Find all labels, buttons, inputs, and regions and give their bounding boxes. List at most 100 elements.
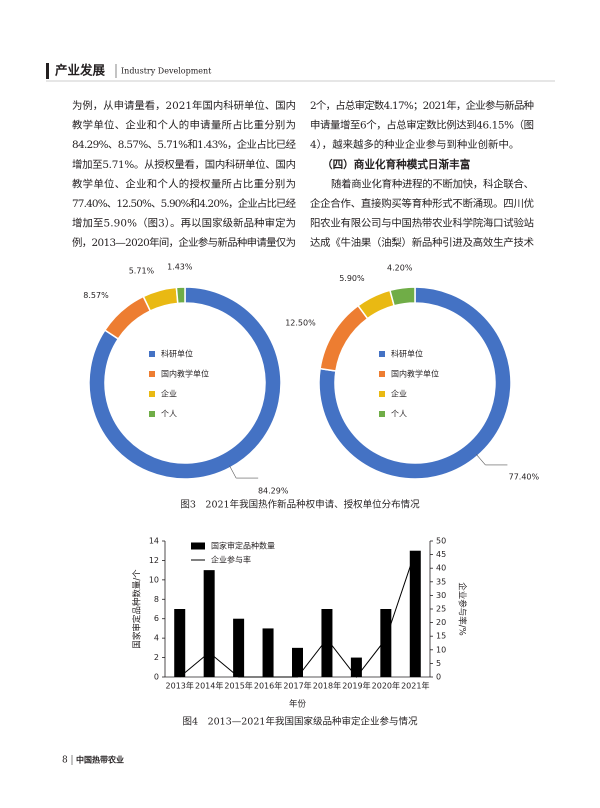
legend-swatch (149, 411, 155, 417)
y-tick-label: 12 (149, 556, 159, 565)
y-tick-label: 14 (149, 537, 159, 546)
x-tick-label: 2016年 (254, 681, 282, 691)
y2-tick-label: 35 (436, 577, 446, 586)
legend-swatch (149, 351, 155, 357)
y2-tick-label: 50 (436, 537, 446, 546)
body-line: 77.40%、12.50%、5.90%和4.20%，企业占比已经 (72, 197, 297, 210)
bar (292, 647, 303, 677)
legend-label: 国内教学单位 (391, 369, 439, 379)
body-line: 达成《牛油果（油梨）新品种引进及高效生产技术 (310, 236, 534, 249)
data-label: 5.90% (339, 274, 365, 283)
donut-segment (88, 286, 282, 480)
body-line: 教学单位、企业和个人的授权量所占比重分别为 (72, 177, 296, 190)
legend-swatch (379, 411, 385, 417)
x-tick-label: 2021年 (401, 681, 429, 691)
x-tick-label: 2015年 (224, 681, 252, 691)
legend-label: 企业 (391, 389, 407, 399)
figure-caption: 图3 2021年我国热作新品种权申请、授权单位分布情况 (180, 499, 420, 511)
section-heading: （四）商业化育种模式日渐丰富 (322, 158, 470, 171)
journal-name: 中国热带农业 (76, 755, 124, 765)
y-tick-label: 4 (154, 634, 159, 643)
legend-label: 企业参与率 (211, 555, 251, 565)
body-line: 申请量增至6个，占总审定数比例达到46.15%（图 (310, 119, 534, 132)
y2-tick-label: 0 (436, 673, 441, 682)
header-bar (46, 63, 49, 79)
y2-tick-label: 40 (436, 564, 446, 573)
bar (174, 609, 186, 677)
x-axis-label: 年份 (289, 699, 307, 710)
section-title-en: Industry Development (121, 67, 212, 76)
y2-tick-label: 15 (436, 632, 446, 641)
data-label: 5.71% (129, 267, 155, 276)
legend-label: 企业 (161, 389, 177, 399)
y2-tick-label: 30 (436, 591, 446, 600)
legend-swatch (149, 391, 155, 397)
x-tick-label: 2014年 (195, 681, 223, 691)
x-tick-label: 2017年 (283, 681, 311, 691)
donut-segment (319, 304, 369, 372)
bar (321, 609, 333, 677)
body-line: 增加至5.90%（图3）。再以国家级新品种审定为 (72, 217, 296, 230)
body-line: 84.29%、8.57%、5.71%和1.43%，企业占比已经 (72, 138, 297, 151)
bar (233, 618, 245, 677)
y2-axis-label: 企业参与率/% (457, 582, 468, 635)
donut-segment (389, 286, 416, 307)
y2-tick-label: 10 (436, 645, 446, 654)
page-number: 8 (62, 756, 68, 766)
legend-label: 科研单位 (161, 349, 193, 359)
body-line: 例，2013—2020年间，企业参与新品种申请量仅为 (72, 236, 296, 249)
bar (262, 628, 274, 677)
y2-tick-label: 5 (436, 659, 441, 668)
donut-segment (103, 295, 152, 340)
legend-swatch (191, 542, 205, 550)
body-line: 企企合作、直接购买等育种形式不断涌现。四川优 (310, 197, 534, 210)
y-tick-label: 6 (154, 614, 159, 623)
data-label: 84.29% (258, 487, 289, 496)
legend-swatch (379, 391, 385, 397)
bar (380, 609, 392, 677)
data-label: 4.20% (387, 264, 413, 273)
x-tick-label: 2019年 (342, 681, 370, 691)
data-label: 8.57% (83, 291, 109, 300)
donut-segment (175, 286, 186, 305)
y-tick-label: 0 (154, 673, 159, 682)
bar (350, 657, 362, 677)
body-line: 增加至5.71%。从授权量看，国内科研单位、国内 (72, 158, 296, 171)
legend-swatch (379, 351, 385, 357)
x-tick-label: 2013年 (166, 681, 194, 691)
figure-caption: 图4 2013—2021年我国国家级品种审定企业参与情况 (183, 716, 418, 728)
data-label: 1.43% (167, 263, 193, 272)
y-tick-label: 8 (154, 595, 159, 604)
body-line: 随着商业化育种进程的不断加快，科企联合、 (331, 177, 534, 190)
y-tick-label: 10 (149, 575, 159, 584)
legend-swatch (149, 371, 155, 377)
y2-tick-label: 45 (436, 550, 446, 559)
data-label: 77.40% (509, 472, 540, 481)
legend-swatch (379, 371, 385, 377)
line-series (179, 551, 416, 678)
data-label: 12.50% (285, 319, 316, 328)
leader-line (476, 454, 486, 466)
section-title: 产业发展 (55, 63, 106, 78)
y-tick-label: 2 (154, 653, 159, 662)
body-line: 2个，占总审定数4.17%；2021年，企业参与新品种 (310, 99, 534, 112)
legend-label: 个人 (391, 410, 407, 419)
body-line: 4），越来越多的种业企业参与到种业创新中。 (310, 138, 519, 151)
legend-label: 国家审定品种数量 (211, 541, 275, 551)
legend-label: 科研单位 (391, 349, 423, 359)
y-axis-label: 国家审定品种数量/个 (132, 569, 143, 649)
y2-tick-label: 25 (436, 605, 446, 614)
body-line: 阳农业有限公司与中国热带农业科学院海口试验站 (310, 217, 534, 230)
y2-tick-label: 20 (436, 618, 446, 627)
leader-line (229, 465, 237, 479)
x-tick-label: 2018年 (313, 681, 341, 691)
body-line: 教学单位、企业和个人的申请量所占比重分别为 (72, 119, 296, 132)
legend-label: 国内教学单位 (161, 369, 209, 379)
x-tick-label: 2020年 (372, 681, 400, 691)
bar (409, 550, 421, 677)
donut-segment (318, 286, 512, 480)
donut-segment (142, 286, 179, 312)
body-line: 为例，从申请量看，2021年国内科研单位、国内 (72, 99, 296, 112)
